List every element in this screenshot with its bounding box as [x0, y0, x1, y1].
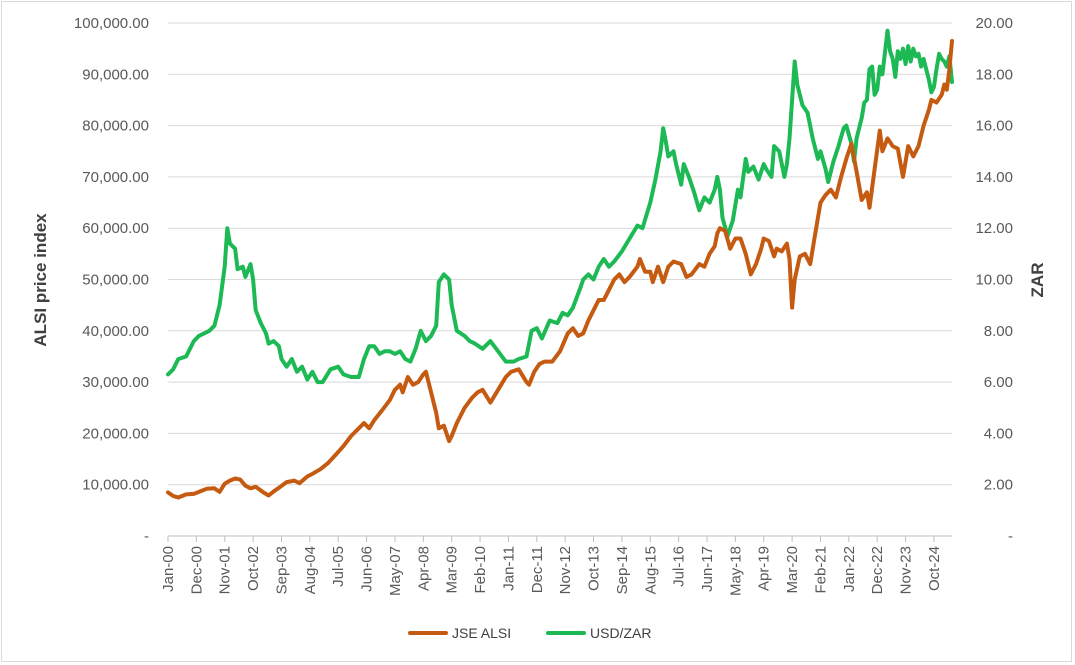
x-tick-label: Oct-13 [586, 546, 603, 591]
y-tick-label: 30,000.00 [82, 374, 149, 391]
x-tick-label: Jan-11 [500, 546, 517, 591]
legend: JSE ALSI USD/ZAR [408, 625, 651, 641]
y-tick-label: 100,000.00 [74, 15, 149, 32]
x-tick-label: Jul-05 [330, 546, 347, 587]
y-tick-label: 60,000.00 [82, 220, 149, 237]
gridlines [168, 22, 952, 537]
legend-label: USD/ZAR [590, 625, 651, 641]
x-tick-label: Jul-16 [671, 546, 688, 587]
x-tick-label: Dec-00 [188, 546, 205, 594]
y-tick-label: 20,000.00 [82, 425, 149, 442]
y-tick-label: 90,000.00 [82, 66, 149, 83]
x-tick-label: Apr-19 [756, 546, 773, 591]
x-axis-ticks: Jan-00 Dec-00 Nov-01 Oct-02 Sep-03 Aug-04 Jul-… [160, 536, 943, 596]
y2-tick-label: 6.00 [984, 374, 1013, 391]
y2-tick-label: 16.00 [975, 118, 1013, 135]
x-tick-label: Sep-03 [273, 546, 290, 594]
series-line-jse-alsi [166, 39, 954, 500]
x-tick-label: Oct-24 [926, 546, 943, 591]
legend-item: USD/ZAR [546, 625, 651, 641]
y2-tick-label: 2.00 [984, 477, 1013, 494]
x-tick-label: Nov-01 [217, 546, 234, 594]
y2-axis-title: ZAR [1028, 263, 1047, 298]
x-tick-label: Dec-22 [869, 546, 886, 594]
x-tick-label: Nov-23 [898, 546, 915, 594]
x-tick-label: Jun-17 [699, 546, 716, 592]
y2-tick-label: - [1008, 528, 1013, 545]
y2-tick-label: 4.00 [984, 425, 1013, 442]
y-axis-title: ALSI price index [31, 213, 50, 347]
y2-tick-label: 14.00 [975, 169, 1013, 186]
x-tick-label: Mar-09 [444, 546, 461, 594]
x-tick-label: May-07 [387, 546, 404, 596]
x-tick-label: Apr-08 [415, 546, 432, 591]
series-line-usd-zar [166, 28, 954, 385]
y-tick-label: 80,000.00 [82, 118, 149, 135]
y-tick-label: 70,000.00 [82, 169, 149, 186]
x-tick-label: Jan-00 [160, 546, 177, 592]
y2-tick-label: 20.00 [975, 15, 1013, 32]
legend-label: JSE ALSI [452, 625, 511, 641]
legend-item: JSE ALSI [408, 625, 511, 641]
y-tick-label: 50,000.00 [82, 272, 149, 289]
x-tick-label: Jan-22 [841, 546, 858, 592]
x-tick-label: Aug-04 [302, 546, 319, 594]
y-tick-label: - [144, 528, 149, 545]
x-tick-label: Dec-11 [529, 546, 546, 593]
x-tick-label: Feb-10 [472, 546, 489, 594]
x-tick-label: Nov-12 [557, 546, 574, 594]
y2-tick-label: 12.00 [975, 220, 1013, 237]
y2-tick-label: 8.00 [984, 323, 1013, 340]
x-tick-label: Feb-21 [812, 546, 829, 594]
y-tick-label: 40,000.00 [82, 323, 149, 340]
series-layer [166, 28, 954, 500]
y2-tick-label: 18.00 [975, 66, 1013, 83]
right-axis-ticks: - 2.00 4.00 6.00 8.00 10.00 12.00 14.00 16.00 18.… [975, 15, 1013, 545]
left-axis-ticks: - 10,000.00 20,000.00 30,000.00 40,000.00 50,… [74, 15, 149, 545]
x-tick-label: Aug-15 [642, 546, 659, 594]
x-tick-label: May-18 [727, 546, 744, 596]
y2-tick-label: 10.00 [975, 272, 1013, 289]
x-tick-label: Mar-20 [784, 546, 801, 594]
y-tick-label: 10,000.00 [82, 477, 149, 494]
x-tick-label: Jun-06 [359, 546, 376, 592]
x-tick-label: Oct-02 [245, 546, 262, 591]
x-tick-label: Sep-14 [614, 546, 631, 594]
